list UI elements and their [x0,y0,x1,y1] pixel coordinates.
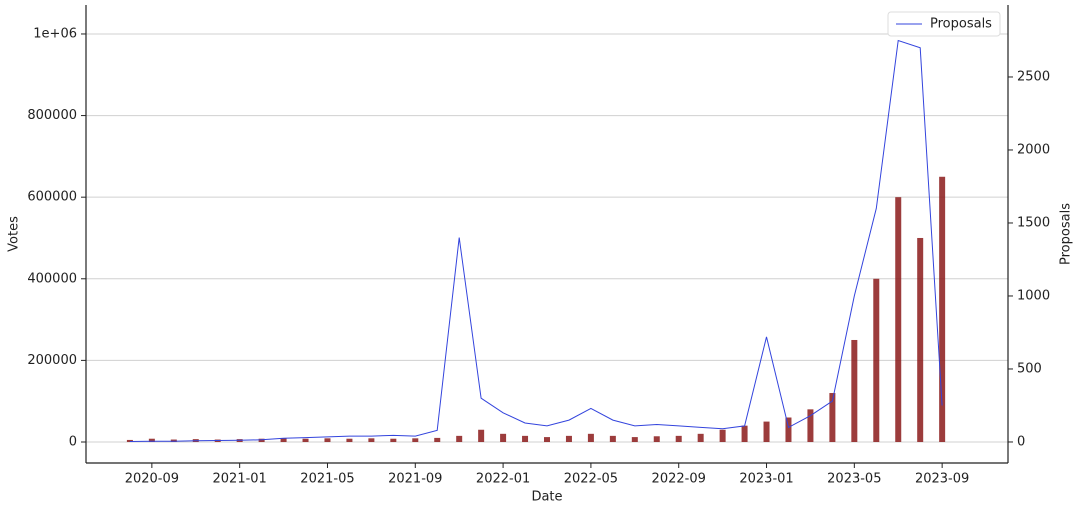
vote-bar [807,409,814,442]
vote-bar [697,433,704,442]
vote-bar [587,433,594,442]
legend-label: Proposals [930,17,992,32]
vote-bar [126,439,133,442]
legend-box [887,11,1001,37]
vote-bar [346,438,353,442]
vote-bar [148,438,155,442]
y2-tick-label: 500 [1017,361,1042,376]
vote-bar [434,437,441,442]
y2-tick-label: 1500 [1017,215,1050,230]
vote-bar [456,435,463,442]
y-tick-label: 0 [69,434,77,449]
x-tick-label: 2022-01 [476,472,530,487]
vote-bar [785,417,792,442]
x-tick-label: 2022-09 [652,472,706,487]
y2-axis-label: Proposals [1059,203,1074,265]
vote-bar [324,438,331,442]
x-tick-label: 2020-09 [125,472,179,487]
x-tick-label: 2023-09 [915,472,969,487]
vote-bar [895,197,902,442]
y-tick-label: 600000 [27,190,77,205]
vote-bar [763,421,770,442]
y2-tick-label: 1000 [1017,288,1050,303]
y2-tick-label: 2500 [1017,69,1050,84]
x-tick-label: 2021-09 [388,472,442,487]
x-tick-label: 2023-05 [827,472,881,487]
y-tick-label: 800000 [27,108,77,123]
vote-bar [302,438,309,442]
y-tick-label: 1e+06 [33,26,77,41]
vote-bar [500,433,507,442]
vote-bar [565,435,572,442]
vote-bar [390,438,397,442]
vote-bar [544,437,550,442]
vote-bar [719,429,726,442]
y2-tick-label: 0 [1017,434,1025,449]
x-tick-label: 2021-01 [213,472,267,487]
vote-bar [675,435,682,442]
vote-bar [609,435,616,442]
vote-bar [412,438,419,442]
y-axis-label: Votes [7,216,22,252]
vote-bar [478,429,485,442]
vote-bar [258,438,265,442]
vote-bar [368,438,375,442]
vote-bar [851,339,858,442]
vote-bar [631,437,638,442]
x-tick-label: 2021-05 [300,472,354,487]
y-tick-label: 400000 [27,271,77,286]
x-tick-label: 2022-05 [564,472,618,487]
vote-bar [939,176,946,442]
y2-tick-label: 2000 [1017,142,1050,157]
vote-bar [522,435,529,442]
vote-bar [653,436,660,442]
y-tick-label: 200000 [27,353,77,368]
vote-bar [917,237,924,442]
proposals-line [129,39,943,442]
vote-bar [829,393,836,442]
x-tick-label: 2023-01 [739,472,793,487]
vote-bar [873,278,880,442]
x-axis-label: Date [531,490,562,505]
vote-bar [280,438,287,442]
vote-bar [741,425,748,442]
